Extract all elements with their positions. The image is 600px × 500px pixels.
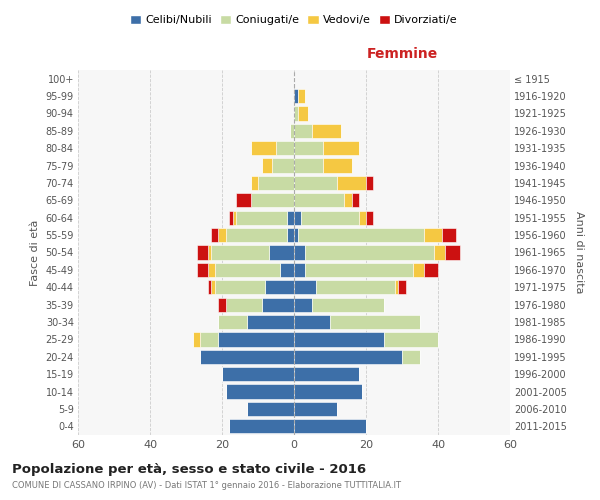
Bar bbox=[424, 228, 442, 242]
Bar bbox=[298, 89, 305, 103]
Bar bbox=[294, 228, 298, 242]
Bar bbox=[262, 298, 294, 312]
Bar bbox=[413, 263, 424, 277]
Bar bbox=[384, 332, 438, 346]
Bar bbox=[434, 246, 445, 260]
Bar bbox=[445, 246, 460, 260]
Bar bbox=[247, 402, 294, 416]
Bar bbox=[294, 141, 323, 156]
Bar bbox=[298, 106, 308, 120]
Bar bbox=[294, 315, 330, 329]
Bar bbox=[222, 367, 294, 382]
Bar bbox=[197, 246, 208, 260]
Bar bbox=[294, 350, 402, 364]
Bar bbox=[211, 228, 218, 242]
Bar bbox=[218, 298, 226, 312]
Bar bbox=[262, 158, 272, 172]
Bar bbox=[294, 89, 298, 103]
Bar bbox=[294, 124, 312, 138]
Bar bbox=[294, 193, 344, 208]
Bar bbox=[294, 210, 301, 225]
Bar bbox=[215, 280, 265, 294]
Bar bbox=[229, 419, 294, 434]
Bar bbox=[218, 332, 294, 346]
Bar bbox=[193, 332, 200, 346]
Bar bbox=[236, 193, 251, 208]
Bar bbox=[316, 280, 395, 294]
Bar bbox=[294, 367, 359, 382]
Bar bbox=[236, 210, 287, 225]
Bar bbox=[298, 228, 424, 242]
Bar bbox=[305, 263, 413, 277]
Bar bbox=[352, 193, 359, 208]
Bar bbox=[226, 298, 262, 312]
Bar bbox=[294, 263, 305, 277]
Bar bbox=[402, 350, 420, 364]
Bar bbox=[287, 210, 294, 225]
Bar bbox=[200, 350, 294, 364]
Bar bbox=[294, 298, 312, 312]
Bar bbox=[294, 419, 366, 434]
Bar bbox=[208, 263, 215, 277]
Bar bbox=[359, 210, 366, 225]
Bar bbox=[398, 280, 406, 294]
Bar bbox=[251, 141, 276, 156]
Y-axis label: Fasce di età: Fasce di età bbox=[30, 220, 40, 286]
Bar bbox=[218, 228, 226, 242]
Bar bbox=[211, 280, 215, 294]
Bar bbox=[395, 280, 398, 294]
Bar bbox=[330, 315, 420, 329]
Bar bbox=[211, 246, 269, 260]
Bar bbox=[272, 158, 294, 172]
Bar bbox=[294, 280, 316, 294]
Bar bbox=[294, 402, 337, 416]
Bar bbox=[323, 141, 359, 156]
Bar bbox=[287, 228, 294, 242]
Bar bbox=[337, 176, 366, 190]
Bar bbox=[344, 193, 352, 208]
Bar bbox=[208, 246, 211, 260]
Bar bbox=[226, 228, 287, 242]
Bar bbox=[290, 124, 294, 138]
Bar bbox=[301, 210, 359, 225]
Bar bbox=[294, 246, 305, 260]
Bar bbox=[276, 141, 294, 156]
Bar bbox=[208, 280, 211, 294]
Bar bbox=[226, 384, 294, 398]
Bar bbox=[258, 176, 294, 190]
Bar bbox=[215, 263, 280, 277]
Bar bbox=[294, 106, 298, 120]
Text: Popolazione per età, sesso e stato civile - 2016: Popolazione per età, sesso e stato civil… bbox=[12, 462, 366, 475]
Bar bbox=[366, 176, 373, 190]
Bar bbox=[269, 246, 294, 260]
Bar bbox=[229, 210, 233, 225]
Bar bbox=[312, 124, 341, 138]
Y-axis label: Anni di nascita: Anni di nascita bbox=[574, 211, 584, 294]
Bar bbox=[280, 263, 294, 277]
Bar bbox=[218, 315, 247, 329]
Bar bbox=[294, 332, 384, 346]
Bar bbox=[197, 263, 208, 277]
Bar bbox=[200, 332, 218, 346]
Bar bbox=[323, 158, 352, 172]
Bar bbox=[312, 298, 384, 312]
Bar bbox=[366, 210, 373, 225]
Bar bbox=[442, 228, 456, 242]
Bar bbox=[247, 315, 294, 329]
Text: COMUNE DI CASSANO IRPINO (AV) - Dati ISTAT 1° gennaio 2016 - Elaborazione TUTTIT: COMUNE DI CASSANO IRPINO (AV) - Dati IST… bbox=[12, 481, 401, 490]
Bar bbox=[424, 263, 438, 277]
Text: Femmine: Femmine bbox=[367, 47, 437, 61]
Bar bbox=[233, 210, 236, 225]
Bar bbox=[305, 246, 434, 260]
Bar bbox=[251, 176, 258, 190]
Bar bbox=[265, 280, 294, 294]
Bar bbox=[251, 193, 294, 208]
Bar bbox=[294, 158, 323, 172]
Legend: Celibi/Nubili, Coniugati/e, Vedovi/e, Divorziati/e: Celibi/Nubili, Coniugati/e, Vedovi/e, Di… bbox=[126, 10, 462, 30]
Bar bbox=[294, 176, 337, 190]
Bar bbox=[294, 384, 362, 398]
